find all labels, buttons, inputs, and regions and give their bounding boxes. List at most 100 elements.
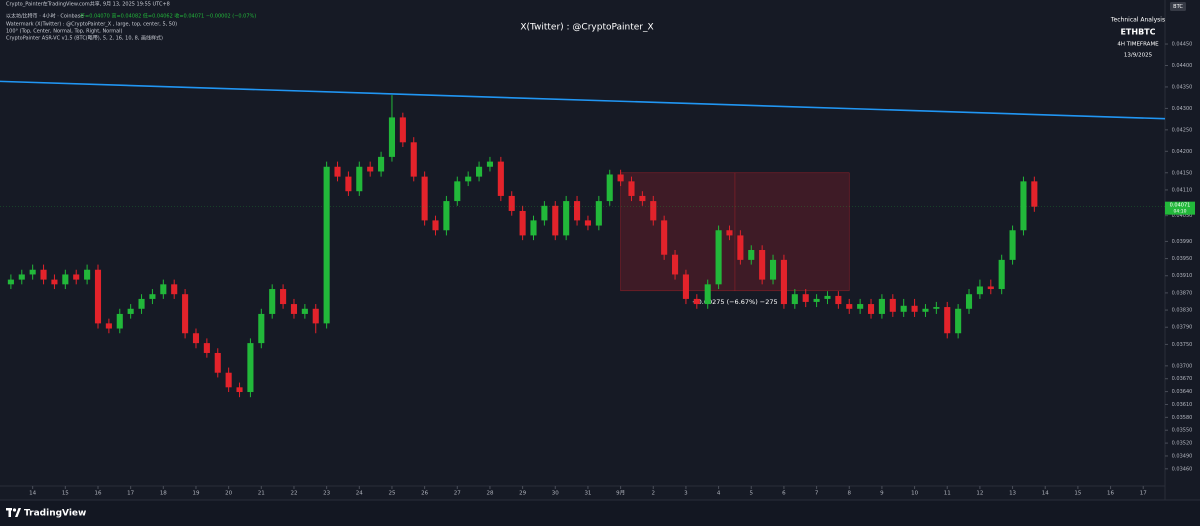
candle-body <box>1020 181 1027 231</box>
logo-part <box>8 508 11 517</box>
candle <box>574 195 581 226</box>
candle-body <box>889 298 896 312</box>
candle <box>138 294 145 314</box>
candle <box>497 156 504 202</box>
candle-body <box>530 220 537 236</box>
candle-body <box>378 156 385 172</box>
x-tick-label: 7 <box>815 491 819 497</box>
candle <box>225 367 232 393</box>
last-price-box <box>1165 201 1195 215</box>
candle-body <box>443 201 450 231</box>
candle-body <box>476 166 483 177</box>
candle-body <box>421 176 428 221</box>
candle-body <box>813 298 820 302</box>
indicator: Watermark (X(Twitter) : @CryptoPainter_X… <box>6 22 177 28</box>
info-heading: Technical Analysis <box>1110 17 1165 24</box>
candle <box>780 254 787 309</box>
candle <box>345 171 352 196</box>
x-tick-label: 31 <box>584 491 591 497</box>
candle-body <box>726 230 733 236</box>
y-tick-label: 0.03550 <box>1172 428 1193 434</box>
candle <box>454 176 461 206</box>
candle <box>595 195 602 231</box>
candle <box>955 304 962 339</box>
candle <box>465 171 472 187</box>
candle-body <box>944 307 951 334</box>
x-tick-label: 28 <box>486 491 493 497</box>
candle <box>410 137 417 182</box>
x-tick-label: 3 <box>684 491 688 497</box>
indicator: 100° (Top, Center, Normal, Top, Right, N… <box>6 29 123 35</box>
candle <box>334 161 341 182</box>
x-tick-label: 6 <box>782 491 786 497</box>
y-tick-label: 0.03520 <box>1172 441 1193 447</box>
candle-body <box>867 304 875 314</box>
y-tick-label: 0.03610 <box>1172 402 1193 408</box>
candle-body <box>541 205 548 221</box>
candle-body <box>269 289 276 314</box>
candle-body <box>192 333 200 344</box>
candle-body <box>214 352 221 373</box>
y-tick-label: 0.03750 <box>1172 342 1193 348</box>
candle-body <box>399 117 406 143</box>
candle-body <box>149 294 156 299</box>
x-tick-label: 15 <box>62 491 69 497</box>
x-tick-label: 4 <box>717 491 721 497</box>
candle <box>617 169 624 187</box>
candle <box>726 225 733 241</box>
candle <box>7 274 14 290</box>
candle <box>149 289 156 305</box>
info-date: 13/9/2025 <box>1124 53 1153 59</box>
candle-body <box>29 269 36 275</box>
candle <box>18 269 25 285</box>
x-tick-label: 20 <box>225 491 232 497</box>
x-tick-label: 30 <box>552 491 559 497</box>
candle <box>628 176 635 202</box>
candle <box>388 95 396 162</box>
candle-body <box>769 259 777 280</box>
candle <box>530 215 537 241</box>
logo-text: TradingView <box>24 509 86 519</box>
info-timeframe: 4H TIMEFRAME <box>1117 42 1159 48</box>
candle <box>900 298 907 317</box>
candle-body <box>171 284 178 295</box>
candle-body <box>878 298 885 314</box>
currency: BTC <box>1173 4 1183 10</box>
candle-body <box>1009 230 1016 260</box>
candle <box>715 225 722 290</box>
x-tick-label: 9月 <box>616 490 625 497</box>
y-tick-label: 0.03910 <box>1172 273 1193 279</box>
candle-body <box>105 323 112 329</box>
candle-body <box>7 279 14 285</box>
candle <box>519 205 526 241</box>
x-tick-label: 24 <box>356 491 363 497</box>
candle <box>889 294 896 317</box>
x-tick-label: 10 <box>911 491 918 497</box>
x-tick-label: 14 <box>1042 491 1049 497</box>
candle <box>1031 176 1038 212</box>
watermark: X(Twitter) : @CryptoPainter_X <box>520 23 653 33</box>
candle-body <box>661 220 668 255</box>
candle-body <box>280 289 287 305</box>
candle <box>1020 176 1027 236</box>
candle-body <box>73 274 80 280</box>
candle-body <box>116 313 123 329</box>
candle-body <box>584 220 591 226</box>
y-tick-label: 0.03490 <box>1172 453 1193 459</box>
candle <box>813 294 820 308</box>
candle-body <box>780 259 787 305</box>
candle <box>84 264 91 285</box>
candle-body <box>737 235 744 260</box>
candle-body <box>497 161 504 196</box>
candle <box>584 215 591 231</box>
candle <box>650 195 657 226</box>
candle <box>51 274 58 290</box>
candle-body <box>410 142 417 177</box>
candle-body <box>671 254 679 275</box>
logo-part <box>12 508 17 512</box>
candle-body <box>301 308 308 314</box>
candle-body <box>312 308 319 324</box>
candle <box>824 291 831 305</box>
candle <box>280 284 287 309</box>
candle-body <box>508 195 515 211</box>
